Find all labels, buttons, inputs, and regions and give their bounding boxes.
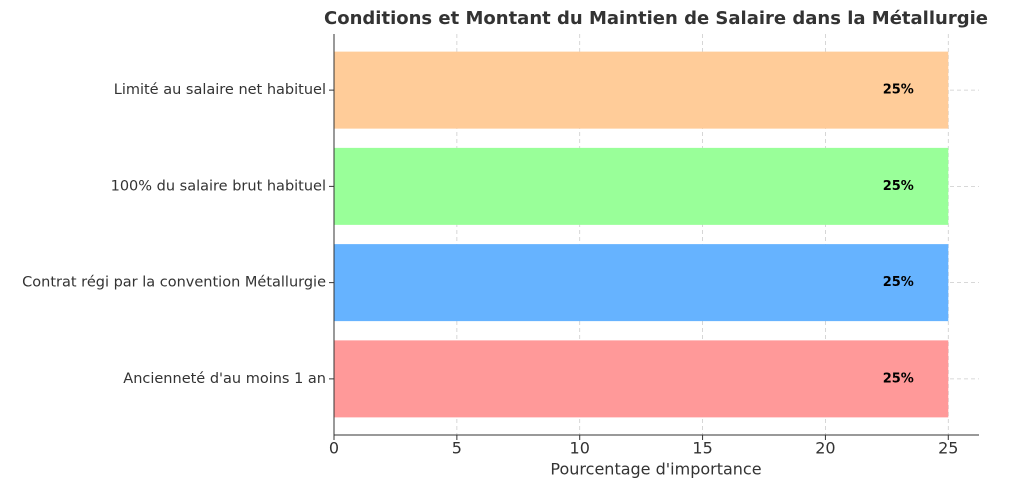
x-tick-label: 5	[452, 439, 462, 458]
y-tick-label: Ancienneté d'au moins 1 an	[123, 371, 326, 387]
y-tick-label: Contrat régi par la convention Métallurg…	[22, 275, 326, 291]
bar	[334, 340, 949, 418]
x-tick-label: 15	[692, 439, 712, 458]
y-tick-label: Limité au salaire net habituel	[114, 82, 326, 98]
value-label: 25%	[883, 371, 914, 386]
x-axis-label: Pourcentage d'importance	[550, 460, 761, 479]
value-label: 25%	[883, 83, 914, 98]
x-tick-label: 20	[815, 439, 835, 458]
chart-title: Conditions et Montant du Maintien de Sal…	[324, 8, 988, 29]
bar	[334, 147, 949, 225]
value-label: 25%	[883, 179, 914, 194]
x-tick-label: 0	[329, 439, 339, 458]
bar	[334, 244, 949, 322]
bar	[334, 51, 949, 129]
x-tick-label: 25	[938, 439, 958, 458]
value-label: 25%	[883, 275, 914, 290]
y-tick-label: 100% du salaire brut habituel	[111, 178, 326, 194]
x-tick-label: 10	[570, 439, 590, 458]
